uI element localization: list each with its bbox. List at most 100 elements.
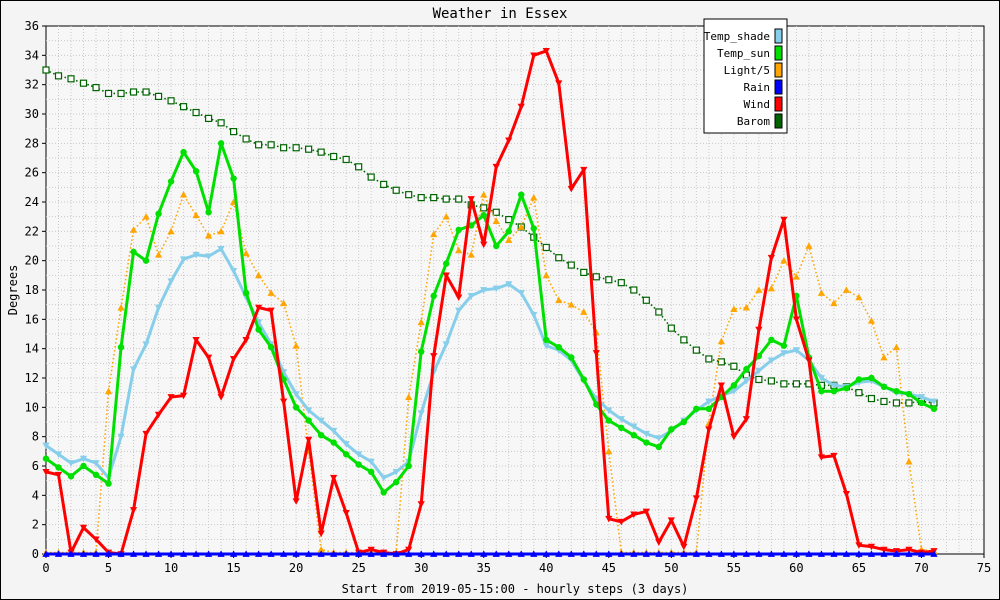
data-point-wind <box>242 336 250 344</box>
data-point-wind <box>880 546 888 554</box>
data-point-barom <box>605 276 613 284</box>
data-point-rain <box>355 550 363 557</box>
data-point-rain <box>780 550 788 557</box>
data-point-rain <box>167 550 175 557</box>
data-point-rain <box>305 550 313 557</box>
data-point-wind <box>630 511 638 518</box>
data-point-rain <box>380 550 388 557</box>
data-point-wind <box>342 510 350 517</box>
data-point-temp-sun <box>680 418 688 426</box>
legend: Temp_shade Temp_sun Light/5 Rain Wind Barom <box>703 18 788 134</box>
data-point-light-5 <box>204 232 213 239</box>
y-tick-label: 2 <box>32 518 39 532</box>
data-point-barom <box>892 399 901 407</box>
data-point-temp-sun <box>830 388 838 395</box>
x-tick-label: 60 <box>789 561 803 575</box>
data-point-wind <box>480 241 488 249</box>
data-point-rain <box>442 550 450 557</box>
data-point-wind <box>580 166 588 174</box>
x-tick-label: 10 <box>164 561 178 575</box>
data-point-barom <box>655 308 663 316</box>
data-point-rain <box>192 550 200 557</box>
data-point-temp-sun <box>242 289 250 297</box>
data-point-light-5 <box>555 296 563 304</box>
data-point-rain <box>692 550 700 557</box>
data-point-barom <box>855 389 863 397</box>
data-point-light-5 <box>142 213 150 220</box>
data-point-rain <box>92 550 100 557</box>
data-point-wind <box>505 137 513 144</box>
data-point-barom <box>330 152 338 161</box>
data-point-barom <box>555 254 563 262</box>
data-point-rain <box>455 550 463 557</box>
data-point-rain <box>142 550 150 557</box>
data-point-temp-sun <box>780 342 788 349</box>
data-point-light-5 <box>742 304 750 311</box>
data-point-rain <box>642 550 650 557</box>
data-point-barom <box>292 144 300 152</box>
data-point-light-5 <box>430 230 438 238</box>
data-point-light-5 <box>480 191 488 198</box>
data-point-temp-sun <box>568 354 575 361</box>
data-point-temp-sun <box>868 374 875 382</box>
data-point-barom <box>680 336 688 344</box>
data-point-wind <box>592 350 600 357</box>
data-point-barom <box>642 296 650 304</box>
data-point-temp-shade <box>442 341 450 348</box>
data-point-light-5 <box>467 251 475 258</box>
data-point-temp-sun <box>443 260 450 267</box>
data-point-barom <box>154 92 163 101</box>
data-point-temp-sun <box>930 405 938 412</box>
data-point-wind <box>430 353 438 360</box>
data-point-light-5 <box>580 308 588 315</box>
data-point-wind <box>705 426 713 433</box>
data-point-light-5 <box>167 227 175 235</box>
data-point-temp-shade <box>630 423 638 430</box>
data-point-temp-shade <box>455 307 463 315</box>
data-point-barom <box>142 88 150 96</box>
data-point-temp-shade <box>617 416 625 423</box>
data-point-rain <box>580 550 588 557</box>
data-point-barom <box>667 324 675 332</box>
data-point-wind <box>405 546 413 554</box>
data-point-temp-shade <box>392 468 400 476</box>
data-point-barom <box>780 380 788 388</box>
data-point-wind <box>467 196 475 203</box>
data-point-wind <box>317 530 325 538</box>
data-point-temp-sun <box>317 432 325 439</box>
data-point-wind <box>330 474 338 482</box>
data-point-wind <box>517 103 525 111</box>
data-point-barom <box>167 97 175 105</box>
data-point-barom <box>417 194 425 202</box>
data-point-rain <box>680 550 688 557</box>
data-point-light-5 <box>905 458 913 465</box>
data-point-rain <box>617 550 625 557</box>
data-point-rain <box>54 550 63 557</box>
series-lines <box>42 48 938 558</box>
data-point-rain <box>517 550 525 557</box>
data-point-rain <box>605 550 613 557</box>
data-point-temp-shade <box>330 427 338 435</box>
chart-title: Weather in Essex <box>433 6 568 22</box>
data-point-temp-shade <box>542 342 550 350</box>
data-point-wind <box>667 517 675 524</box>
y-tick-label: 22 <box>25 224 39 238</box>
data-point-rain <box>555 550 563 557</box>
data-point-temp-sun <box>893 388 900 395</box>
data-point-light-5 <box>517 223 525 230</box>
legend-swatch-wind <box>774 96 783 112</box>
data-point-temp-sun <box>255 326 262 333</box>
data-point-barom <box>192 108 200 117</box>
data-point-temp-sun <box>530 225 537 232</box>
data-point-wind <box>755 326 763 334</box>
data-point-wind <box>204 354 213 362</box>
data-point-barom <box>692 346 700 354</box>
data-point-rain <box>467 550 475 557</box>
y-tick-label: 14 <box>25 342 39 356</box>
data-point-light-5 <box>717 337 725 345</box>
data-point-wind <box>442 272 450 279</box>
data-point-rain <box>730 550 738 557</box>
data-point-temp-shade <box>480 287 488 294</box>
data-point-rain <box>292 550 300 557</box>
